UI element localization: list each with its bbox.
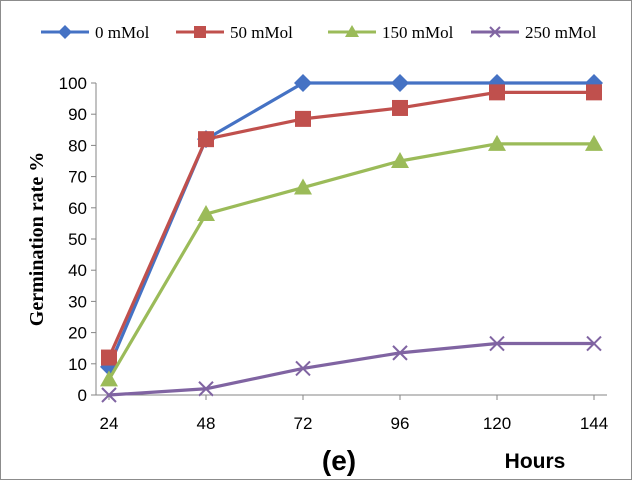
series-line (107, 142, 594, 381)
series-250-mmol (101, 335, 602, 403)
y-axis-label: Germination rate % (26, 152, 48, 326)
y-tick-label: 90 (68, 105, 87, 124)
x-tick-label: 72 (294, 414, 313, 433)
data-point (198, 131, 214, 148)
series-line (107, 90, 594, 359)
data-point (194, 26, 206, 38)
series-layer (100, 74, 603, 403)
legend: 0 mMol 50 mMol 150 mMol 250 mMol (41, 23, 597, 42)
legend-entry: 50 mMol (176, 23, 293, 42)
y-tick-label: 10 (68, 355, 87, 374)
legend-label: 150 mMol (382, 23, 454, 42)
x-tick-label: 120 (483, 414, 511, 433)
legend-entry: 250 mMol (471, 23, 597, 42)
data-point (58, 25, 72, 39)
data-point (586, 84, 602, 101)
data-point (295, 360, 311, 377)
legend-label: 50 mMol (230, 23, 293, 42)
y-tick-label: 50 (68, 230, 87, 249)
series-150-mmol (100, 134, 603, 387)
legend-label: 250 mMol (525, 23, 597, 42)
data-point (345, 25, 359, 37)
legend-entry: 0 mMol (41, 23, 150, 42)
legend-entry: 150 mMol (328, 23, 454, 42)
x-tick-label: 144 (580, 414, 608, 433)
x-tick-label: 96 (391, 414, 410, 433)
data-point (392, 99, 408, 116)
data-point (488, 134, 506, 151)
data-point (489, 84, 505, 101)
y-tick-label: 100 (59, 74, 87, 93)
data-point (101, 349, 117, 366)
data-point (100, 370, 118, 387)
x-tick-label: 48 (197, 414, 216, 433)
series-line (107, 81, 594, 368)
x-tick-label: 24 (100, 414, 119, 433)
panel-label: (e) (322, 445, 356, 476)
series-0-mmol (100, 74, 603, 376)
y-tick-label: 20 (68, 324, 87, 343)
data-point (198, 381, 214, 397)
series-line (108, 341, 594, 397)
y-tick-label: 40 (68, 261, 87, 280)
data-point (489, 26, 501, 38)
y-tick-label: 30 (68, 292, 87, 311)
axes: 0 10 20 30 40 50 60 70 80 90 100 24 48 72 96 120 144 (59, 74, 609, 433)
data-point (586, 335, 602, 352)
data-point (294, 74, 312, 92)
y-tick-label: 80 (68, 136, 87, 155)
data-point (585, 134, 603, 151)
data-point (391, 152, 409, 168)
legend-label: 0 mMol (95, 23, 150, 42)
y-tick-label: 70 (68, 168, 87, 187)
x-axis-label: Hours (505, 450, 566, 473)
y-tick-label: 60 (68, 199, 87, 218)
data-point (197, 205, 215, 222)
series-50-mmol (101, 84, 602, 366)
data-point (101, 387, 117, 403)
y-tick-label: 0 (78, 386, 87, 405)
data-point (392, 345, 408, 361)
data-point (295, 110, 311, 127)
data-point (391, 74, 409, 92)
data-point (489, 335, 505, 352)
data-point (294, 178, 312, 195)
